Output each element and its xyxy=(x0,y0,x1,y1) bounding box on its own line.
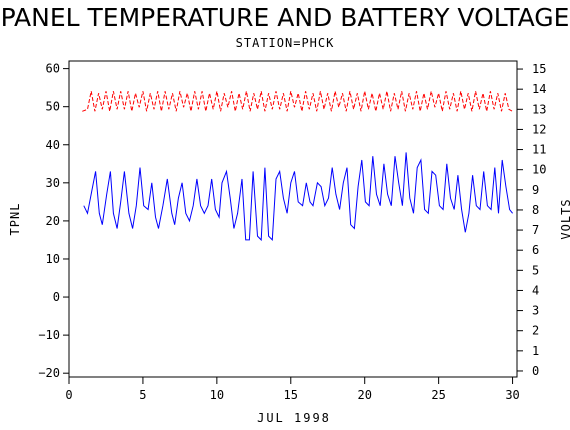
y-tick-label: 50 xyxy=(46,100,60,114)
y2-tick-label: 5 xyxy=(532,263,539,277)
x-tick-label: 30 xyxy=(505,388,519,402)
x-axis-label: JUL 1998 xyxy=(257,411,331,425)
y2-tick-label: 10 xyxy=(532,163,546,177)
y2-tick-label: 0 xyxy=(532,364,539,378)
y-tick-label: 10 xyxy=(46,252,60,266)
y-tick-label: 40 xyxy=(46,138,60,152)
left-axis: −20 −10 0 10 20 30 40 50 60 xyxy=(38,62,69,380)
chart-title: PANEL TEMPERATURE AND BATTERY VOLTAGE xyxy=(0,3,570,32)
chart-subtitle: STATION=PHCK xyxy=(235,36,335,50)
x-tick-label: 20 xyxy=(357,388,371,402)
y2-tick-label: 6 xyxy=(532,243,539,257)
y-tick-label: 30 xyxy=(46,176,60,190)
y2-tick-label: 13 xyxy=(532,102,546,116)
y2-tick-label: 9 xyxy=(532,183,539,197)
panel-temperature-line xyxy=(83,152,513,242)
y2-tick-label: 8 xyxy=(532,203,539,217)
y2-tick-label: 2 xyxy=(532,324,539,338)
plot-frame xyxy=(68,60,518,378)
y-axis-label: TPNL xyxy=(8,203,22,236)
x-tick-label: 5 xyxy=(139,388,146,402)
y-tick-label: 60 xyxy=(46,62,60,76)
y2-tick-label: 12 xyxy=(532,122,546,136)
x-tick-label: 15 xyxy=(284,388,298,402)
y2-axis-label: VOLTS xyxy=(559,198,570,239)
series-layer xyxy=(82,91,513,242)
x-tick-label: 25 xyxy=(431,388,445,402)
y-tick-label: 20 xyxy=(46,214,60,228)
y-tick-label: 0 xyxy=(53,290,60,304)
x-tick-label: 10 xyxy=(210,388,224,402)
y-tick-label: −10 xyxy=(38,328,60,342)
y2-tick-label: 7 xyxy=(532,223,539,237)
y2-tick-label: 11 xyxy=(532,143,546,157)
battery-voltage-line xyxy=(82,91,513,112)
y2-tick-label: 3 xyxy=(532,304,539,318)
y-tick-label: −20 xyxy=(38,366,60,380)
y2-tick-label: 4 xyxy=(532,283,539,297)
y2-tick-label: 14 xyxy=(532,82,546,96)
y2-tick-label: 15 xyxy=(532,62,546,76)
y2-tick-label: 1 xyxy=(532,344,539,358)
bottom-axis: 0 5 10 15 20 25 30 xyxy=(65,377,520,402)
x-tick-label: 0 xyxy=(65,388,72,402)
